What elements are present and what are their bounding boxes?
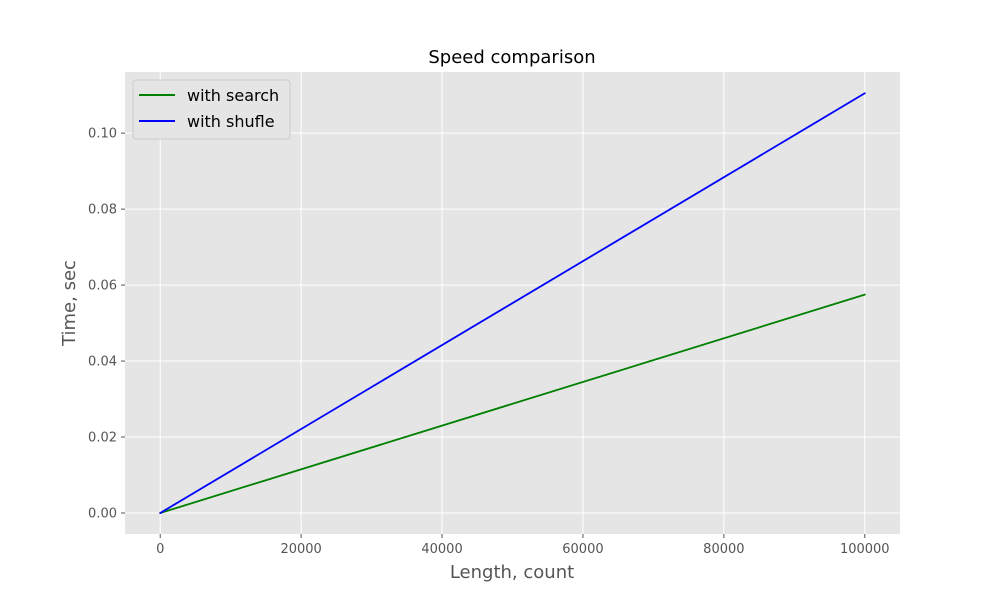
y-tick-label: 0.00 bbox=[88, 506, 117, 521]
x-tick-label: 0 bbox=[156, 542, 164, 557]
chart-title: Speed comparison bbox=[428, 47, 595, 68]
legend-label-with-shufle: with shufle bbox=[187, 112, 275, 131]
series-line-with-shufle bbox=[159, 92, 866, 514]
x-tick-label: 100000 bbox=[840, 542, 890, 557]
x-tick-label: 20000 bbox=[280, 542, 321, 557]
y-tick-label: 0.10 bbox=[88, 127, 117, 142]
grid bbox=[125, 72, 900, 534]
x-tick-label: 60000 bbox=[562, 542, 603, 557]
y-axis: 0.00 0.02 0.04 0.06 0.08 0.10 bbox=[88, 127, 125, 521]
y-tick-label: 0.08 bbox=[88, 203, 117, 218]
y-tick-label: 0.06 bbox=[88, 279, 117, 294]
x-tick-label: 40000 bbox=[421, 542, 462, 557]
legend: with search with shufle bbox=[132, 79, 291, 140]
y-tick-label: 0.04 bbox=[88, 355, 117, 370]
x-axis-label: Length, count bbox=[450, 562, 574, 583]
series-line-with-search bbox=[159, 293, 866, 514]
y-tick-label: 0.02 bbox=[88, 431, 117, 446]
y-axis-label: Time, sec bbox=[59, 260, 80, 347]
series-layer bbox=[159, 92, 866, 514]
x-axis: 0 20000 40000 60000 80000 100000 bbox=[156, 534, 890, 557]
x-tick-label: 80000 bbox=[703, 542, 744, 557]
legend-label-with-search: with search bbox=[187, 86, 279, 105]
